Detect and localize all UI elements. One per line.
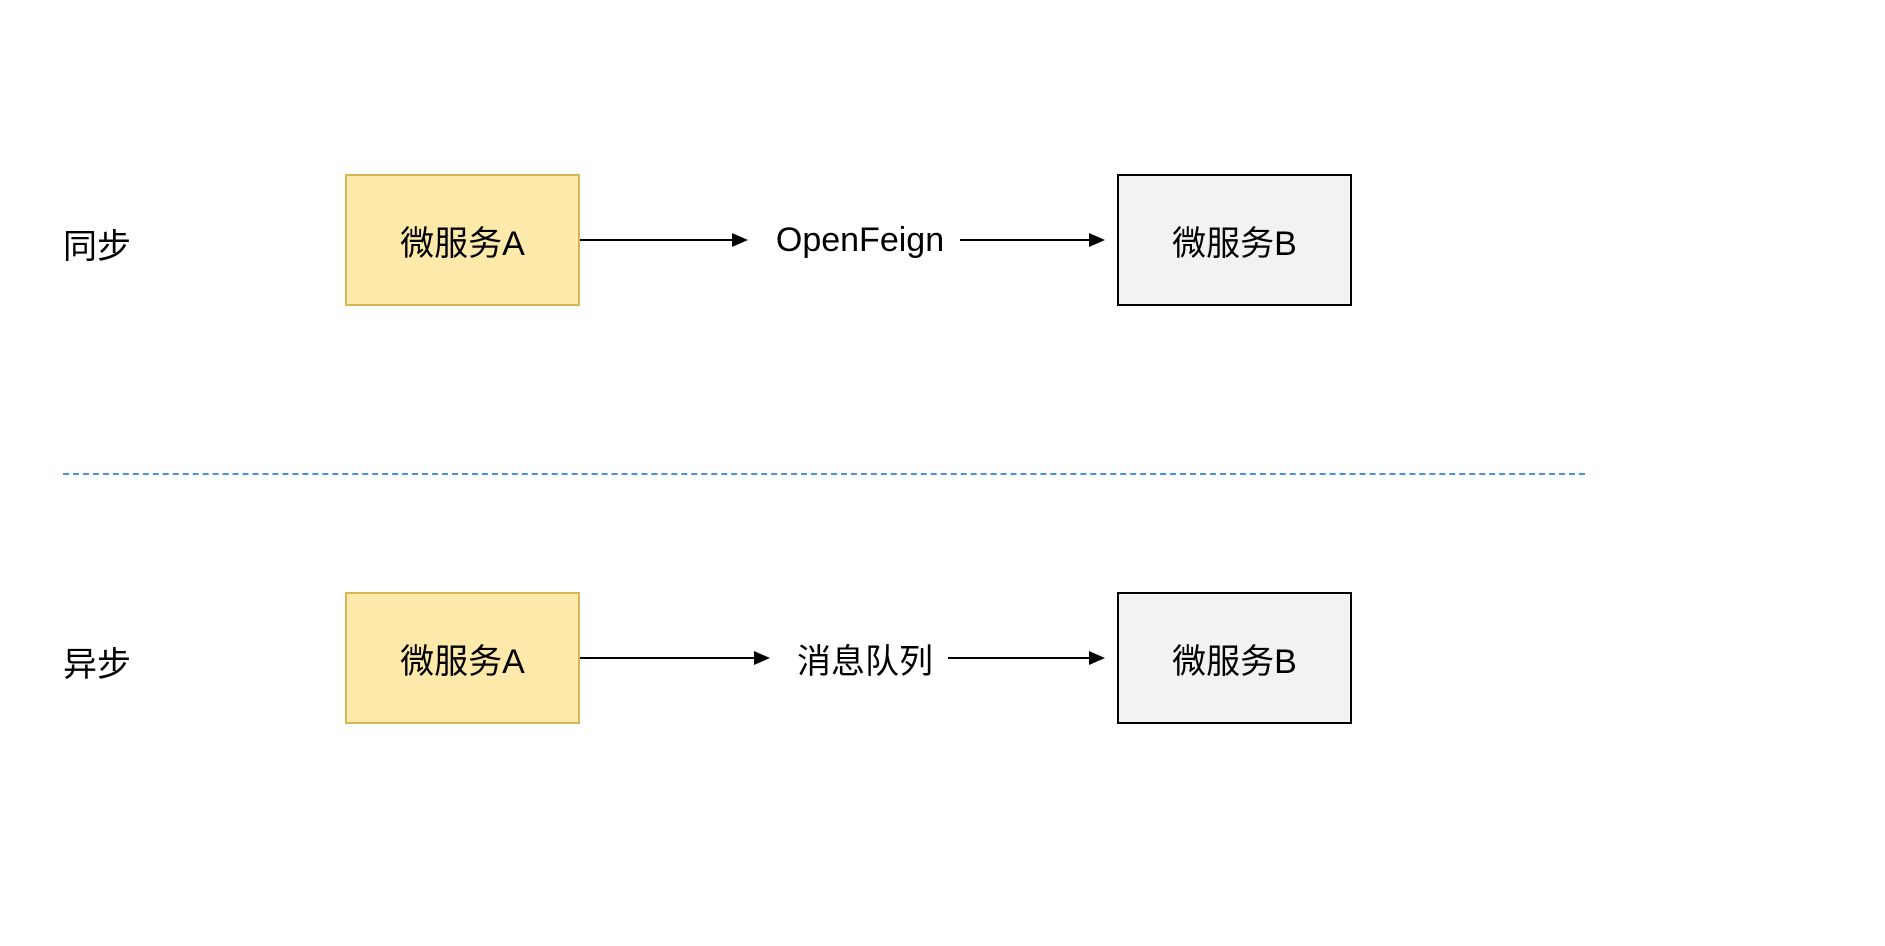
node-async-service-a: 微服务A bbox=[345, 592, 580, 724]
mid-label-async-text: 消息队列 bbox=[797, 634, 933, 683]
edge-sync-mid-to-b bbox=[960, 230, 1120, 250]
node-sync-service-b: 微服务B bbox=[1117, 174, 1352, 306]
mid-label-sync: OpenFeign bbox=[760, 215, 960, 265]
node-sync-service-a-text: 微服务A bbox=[400, 216, 525, 265]
node-async-service-b: 微服务B bbox=[1117, 592, 1352, 724]
edge-async-mid-to-b bbox=[948, 648, 1118, 668]
edge-sync-a-to-mid bbox=[580, 230, 760, 250]
edge-async-a-to-mid bbox=[580, 648, 780, 668]
node-async-service-a-text: 微服务A bbox=[400, 634, 525, 683]
mid-label-async: 消息队列 bbox=[785, 633, 945, 683]
diagram-canvas: 同步 微服务A OpenFeign 微服务B 异步 微服务A 消息队列 微服务B bbox=[0, 0, 1885, 946]
node-async-service-b-text: 微服务B bbox=[1172, 634, 1297, 683]
divider-line bbox=[63, 473, 1585, 475]
mid-label-sync-text: OpenFeign bbox=[776, 221, 944, 260]
node-sync-service-b-text: 微服务B bbox=[1172, 216, 1297, 265]
node-sync-service-a: 微服务A bbox=[345, 174, 580, 306]
row-label-sync-text: 同步 bbox=[63, 219, 131, 268]
row-label-async: 异步 bbox=[63, 636, 183, 686]
row-label-sync: 同步 bbox=[63, 218, 183, 268]
row-label-async-text: 异步 bbox=[63, 637, 131, 686]
